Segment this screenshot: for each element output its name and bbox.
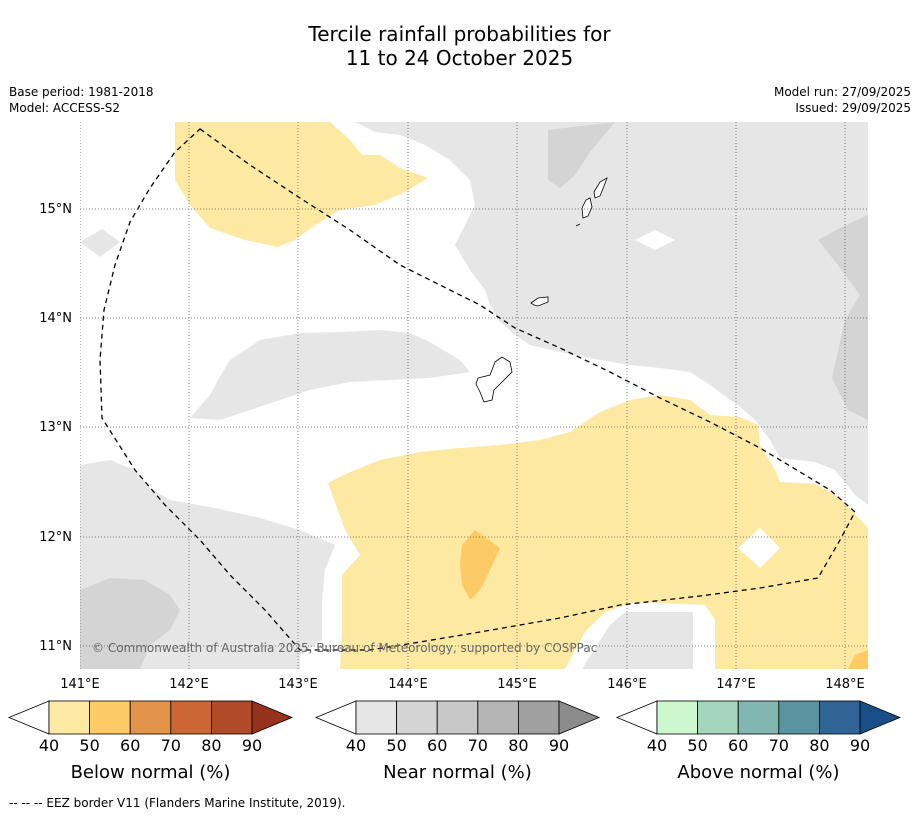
colorbar-tick-label: 40 [346,736,366,755]
colorbar-tick-label: 70 [769,736,789,755]
colorbar-tick-label: 50 [79,736,99,755]
colorbar-tick-label: 60 [120,736,140,755]
lon-label: 143°E [278,677,318,692]
near-normal-region-center [190,330,470,420]
near-normal-region-south [582,612,693,669]
colorbar-2: 40 50 60 70 80 90 Near normal (%) [314,700,601,783]
island-rota [530,296,549,307]
colorbar-tick-label: 50 [386,736,406,755]
lat-label: 12°N [39,530,72,545]
colorbar-tick-label: 80 [809,736,829,755]
near-normal-50-region-2 [818,215,868,420]
map-title: Tercile rainfall probabilities for 11 to… [0,22,919,70]
below-normal-50-region-2 [848,650,868,669]
lon-label: 144°E [388,677,428,692]
colorbar-segment [170,700,212,735]
lat-label: 15°N [39,202,72,217]
colorbar-segment [129,700,172,735]
colorbar-segment [518,700,560,735]
colorbar-1: 40 50 60 70 80 90 Below normal (%) [7,700,294,783]
island-saipan [593,177,608,199]
colorbar-extension-high [251,700,294,735]
lon-label: 146°E [607,677,647,692]
colorbar-segment [477,700,519,735]
below-normal-50-region-1 [460,530,500,600]
island-aguijan [575,223,581,227]
near-normal-region-north [355,122,868,505]
lon-label: 148°E [825,677,865,692]
colorbar-label: Near normal (%) [383,762,532,783]
colorbar-segment [737,700,780,735]
lon-label: 147°E [716,677,756,692]
below-normal-region-south [328,395,868,669]
below-normal-hole [738,528,780,568]
issued-date: Issued: 29/09/2025 [795,101,911,115]
colorbar-segment [210,700,253,735]
graticule [80,122,868,669]
title-line-1: Tercile rainfall probabilities for [308,22,611,46]
lon-labels: 141°E 142°E 143°E 144°E 145°E 146°E 147°… [60,677,865,692]
colorbar-segment [355,700,397,735]
eez-border [99,128,856,651]
colorbar-tick-label: 80 [508,736,528,755]
colorbar-tick-label: 80 [201,736,221,755]
colorbar-segment [819,700,861,735]
lon-label: 142°E [169,677,209,692]
base-period: Base period: 1981-2018 [9,85,154,99]
colorbar-tick-label: 60 [728,736,748,755]
colorbar-extension-high [558,700,601,735]
lon-label: 141°E [60,677,100,692]
colorbar-tick-label: 70 [161,736,181,755]
colorbar-segment [396,700,438,735]
colorbar-segment [656,700,698,735]
below-normal-region-north [175,122,428,247]
colorbar-segment [48,700,90,735]
colorbar-extension-low [615,700,658,735]
colorbar-tick-label: 50 [687,736,707,755]
colorbar-3: 40 50 60 70 80 90 Above normal (%) [615,700,902,783]
lat-labels: 15°N 14°N 13°N 12°N 11°N [39,202,72,654]
colorbar-tick-label: 60 [427,736,447,755]
colorbar-tick-label: 90 [242,736,262,755]
colorbar-segment [778,700,820,735]
model-name: Model: ACCESS-S2 [9,101,121,115]
near-normal-50-region-1 [548,122,615,188]
meta-left: Base period: 1981-2018 Model: ACCESS-S2 [9,84,154,116]
colorbar-tick-label: 90 [549,736,569,755]
lat-label: 13°N [39,420,72,435]
eez-footnote: -- -- -- EEZ border V11 (Flanders Marine… [9,796,346,810]
near-normal-region-small-nw [80,229,120,257]
map-area: © Commonwealth of Australia 2025, Bureau… [80,122,868,669]
colorbar-segment [436,700,479,735]
colorbar-extension-high [859,700,902,735]
colorbar-tick-label: 90 [850,736,870,755]
colorbar-extension-low [314,700,357,735]
lat-label: 14°N [39,311,72,326]
colorbar-label: Above normal (%) [677,762,839,783]
lat-label: 11°N [39,639,72,654]
island-tinian [581,197,593,219]
near-normal-hole-north [635,230,675,250]
colorbar-tick-label: 40 [39,736,59,755]
model-run: Model run: 27/09/2025 [773,85,911,99]
lon-label: 145°E [497,677,537,692]
colorbar-label: Below normal (%) [71,762,231,783]
colorbars: 40 50 60 70 80 90 Below normal (%) 40 50 60 70 80 90… [7,700,902,783]
colorbar-segment [697,700,739,735]
island-guam [475,356,513,403]
colorbar-tick-label: 40 [647,736,667,755]
copyright-text: © Commonwealth of Australia 2025, Bureau… [92,641,597,655]
title-line-2: 11 to 24 October 2025 [345,46,574,70]
meta-right: Model run: 27/09/2025 Issued: 29/09/2025 [774,84,911,116]
colorbar-segment [89,700,131,735]
colorbar-extension-low [7,700,50,735]
colorbar-tick-label: 70 [468,736,488,755]
